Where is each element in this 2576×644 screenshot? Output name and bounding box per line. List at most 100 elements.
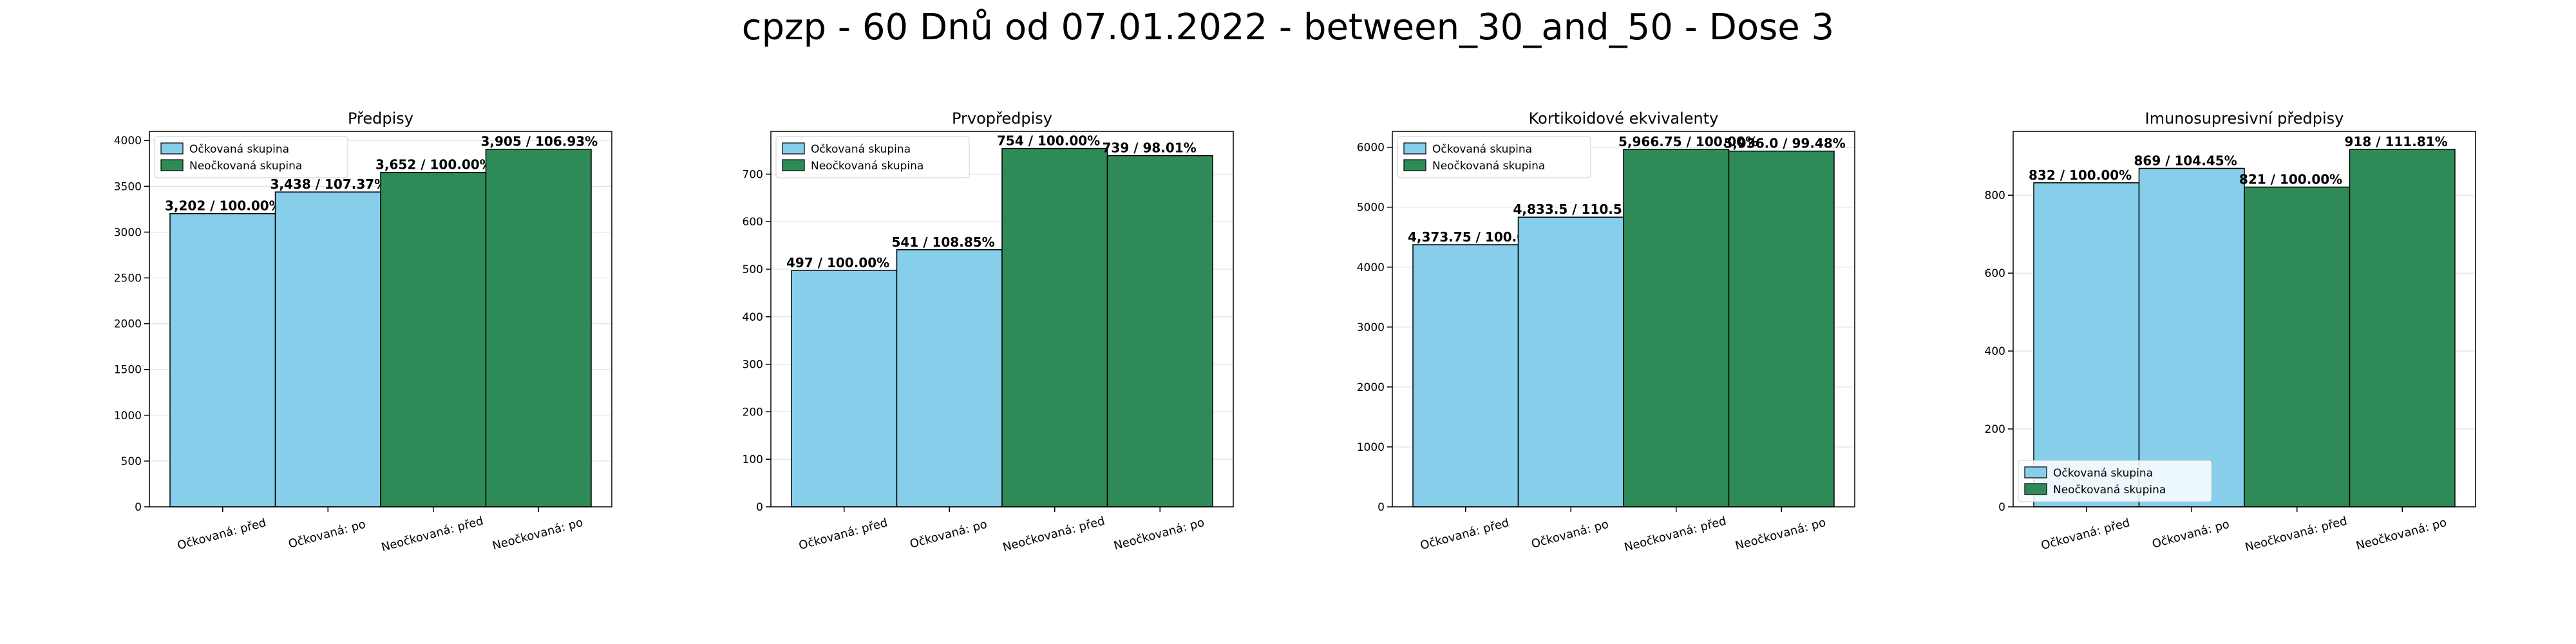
y-tick-label: 3500 <box>114 180 142 193</box>
bar-value-label: 5,966.75 / 100.00% <box>1618 134 1758 149</box>
x-tick-label: Neočkovaná: po <box>2354 516 2448 553</box>
y-tick-label: 600 <box>743 216 763 229</box>
bar <box>896 249 1003 507</box>
bar-value-label: 3,202 / 100.00% <box>165 198 282 214</box>
x-tick-label: Neočkovaná: po <box>1112 516 1206 553</box>
bar <box>791 270 898 507</box>
bar <box>2349 149 2456 507</box>
bar <box>1623 149 1730 507</box>
y-tick-label: 1000 <box>114 410 142 422</box>
legend-label: Očkovaná skupina <box>811 143 911 156</box>
legend-label: Neočkovaná skupina <box>811 160 923 173</box>
y-tick-label: 200 <box>743 406 763 419</box>
legend-box <box>154 136 348 178</box>
chart-panel-1: Předpisy 0 500 1000 1500 2000 2500 3000 3500 4000… <box>114 109 612 554</box>
y-tick-label: 1500 <box>114 364 142 377</box>
legend: Očkovaná skupina Neočkovaná skupina <box>775 136 970 178</box>
y-tick-label: 2000 <box>1357 381 1385 394</box>
bar <box>1517 216 1624 507</box>
bar <box>1106 155 1213 507</box>
plot-frame <box>770 131 1234 507</box>
x-tick-label: Neočkovaná: po <box>1734 516 1827 553</box>
x-tick-label: Neočkovaná: před <box>1001 514 1106 554</box>
y-tick-label: 600 <box>1985 267 2005 280</box>
y-tick-label: 0 <box>135 501 142 514</box>
y-tick-label: 1000 <box>1357 441 1385 454</box>
x-tick-label: Očkovaná: po <box>2151 518 2231 551</box>
x-tick-label: Očkovaná: před <box>176 516 267 553</box>
bar-value-label: 832 / 100.00% <box>2029 167 2132 183</box>
y-tick-label: 100 <box>743 453 763 466</box>
chart-panel-3: Kortikoidové ekvivalenty 0 1000 2000 3000 400… <box>1357 109 1855 554</box>
y-tick-label: 500 <box>743 263 763 276</box>
bar-value-label: 3,438 / 107.37% <box>270 176 388 192</box>
plot-frame <box>149 131 612 507</box>
y-tick-label: 0 <box>1998 501 2005 514</box>
bar-value-label: 754 / 100.00% <box>997 133 1100 149</box>
bar <box>2033 182 2140 507</box>
y-tick-label: 800 <box>1985 189 2005 202</box>
plot-frame <box>1392 131 1855 507</box>
legend-swatch <box>1403 159 1426 171</box>
y-tick-label: 700 <box>743 168 763 181</box>
bar <box>274 191 381 507</box>
chart-title: Prvopředpisy <box>952 109 1052 128</box>
bar-value-label: 4,833.5 / 110.51% <box>1513 202 1644 217</box>
legend: Očkovaná skupina Neočkovaná skupina <box>154 136 348 178</box>
y-tick-label: 200 <box>1985 423 2005 436</box>
chart-title: Kortikoidové ekvivalenty <box>1529 109 1719 128</box>
bar-value-label: 821 / 100.00% <box>2239 171 2342 187</box>
y-tick-label: 3000 <box>1357 321 1385 334</box>
chart-title: Předpisy <box>348 109 413 128</box>
x-tick-label: Očkovaná: po <box>287 518 367 551</box>
legend-swatch <box>782 142 805 155</box>
y-tick-label: 4000 <box>1357 261 1385 274</box>
y-tick-label: 3000 <box>114 226 142 239</box>
legend-swatch <box>2024 483 2047 495</box>
y-tick-label: 2500 <box>114 272 142 285</box>
y-tick-label: 500 <box>121 455 142 468</box>
y-tick-label: 6000 <box>1357 142 1385 155</box>
legend-swatch <box>1403 142 1426 155</box>
x-tick-label: Očkovaná: po <box>1530 518 1610 551</box>
bar-value-label: 3,652 / 100.00% <box>375 157 493 173</box>
x-tick-label: Neočkovaná: před <box>1623 514 1728 554</box>
bar-value-label: 739 / 98.01% <box>1103 140 1197 156</box>
x-tick-label: Očkovaná: po <box>909 518 989 551</box>
y-tick-label: 400 <box>743 311 763 324</box>
bar <box>380 171 487 507</box>
legend-label: Očkovaná skupina <box>189 143 289 156</box>
legend-label: Neočkovaná skupina <box>1432 160 1545 173</box>
legend-box <box>1397 136 1591 178</box>
legend: Očkovaná skupina Neočkovaná skupina <box>1397 136 1591 178</box>
figure-title: cpzp - 60 Dnů od 07.01.2022 - between_30… <box>741 6 1835 48</box>
bar <box>485 148 592 507</box>
bar-value-label: 918 / 111.81% <box>2345 134 2448 149</box>
y-tick-label: 4000 <box>114 135 142 147</box>
bar <box>1412 244 1519 507</box>
legend-swatch <box>160 159 184 171</box>
x-tick-label: Očkovaná: před <box>797 516 889 553</box>
bar <box>2138 167 2245 507</box>
y-tick-label: 2000 <box>114 318 142 331</box>
bar-value-label: 3,905 / 106.93% <box>481 134 598 149</box>
x-tick-label: Neočkovaná: po <box>491 516 584 553</box>
y-tick-label: 400 <box>1985 345 2005 358</box>
y-tick-label: 300 <box>743 359 763 372</box>
plot-frame <box>2012 131 2476 507</box>
chart-title: Imunosupresivní předpisy <box>2145 109 2344 128</box>
bar <box>1001 147 1108 507</box>
bar-value-label: 869 / 104.45% <box>2134 153 2237 168</box>
x-tick-label: Neočkovaná: před <box>380 514 485 554</box>
legend: Očkovaná skupina Neočkovaná skupina <box>2018 460 2212 502</box>
x-tick-label: Očkovaná: před <box>1419 516 1510 553</box>
legend-box <box>2018 460 2212 502</box>
legend-label: Neočkovaná skupina <box>189 160 302 173</box>
legend-swatch <box>160 142 184 155</box>
legend-swatch <box>2024 466 2047 478</box>
y-tick-label: 5000 <box>1357 202 1385 214</box>
chart-panel-4: Imunosupresivní předpisy 0 200 400 600 800 832… <box>1985 109 2476 554</box>
bar <box>2244 186 2351 507</box>
bar <box>1728 150 1835 507</box>
legend-label: Neočkovaná skupina <box>2053 484 2166 497</box>
